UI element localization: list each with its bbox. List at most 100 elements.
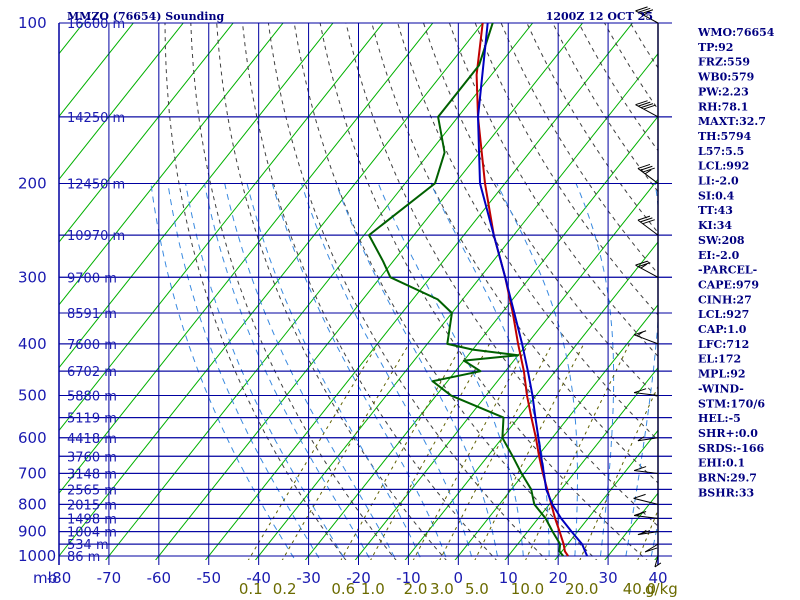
- index-entry: CAP:1.0: [698, 323, 747, 336]
- pressure-tick-label: 300: [18, 268, 47, 286]
- temperature-tick-label: -70: [97, 569, 122, 587]
- index-entry: LI:-2.0: [698, 175, 739, 188]
- wind-barb: [635, 104, 659, 118]
- wind-barb-flag: [642, 167, 655, 173]
- moist-adiabats: [150, 183, 658, 560]
- moist-adiabat-line: [649, 520, 658, 560]
- wind-barb-flag: [637, 530, 651, 536]
- wind-barb: [633, 497, 659, 505]
- isotherm-line: [155, 23, 584, 560]
- wind-barb-flag: [633, 388, 647, 394]
- isotherm-line: [59, 23, 184, 181]
- isotherm-line: [554, 429, 658, 560]
- wind-barb-flag: [640, 165, 653, 171]
- height-tick-label: 6702 m: [67, 365, 117, 380]
- moist-adiabat-line: [430, 183, 550, 560]
- index-entry: STM:170/6: [698, 397, 765, 410]
- dry-adiabat-line: [242, 23, 497, 560]
- height-tick-label: 5119 m: [67, 412, 117, 427]
- mixing-ratio-label: 1.0: [361, 580, 385, 598]
- temperature-tick-label: -50: [197, 569, 222, 587]
- dry-adiabat-line: [216, 23, 447, 560]
- mixing-ratio-label: 0.2: [273, 580, 297, 598]
- index-entry: SRDS:-166: [698, 442, 765, 455]
- pressure-tick-label: 900: [18, 523, 47, 541]
- height-tick-label: 5880 m: [67, 390, 117, 405]
- isotherm-line: [404, 241, 658, 560]
- pressure-tick-label: 100: [18, 14, 47, 32]
- wind-barb-flag: [640, 9, 654, 15]
- index-entry: FRZ:559: [698, 56, 750, 69]
- wind-barb-flag: [635, 260, 648, 266]
- height-tick-label: 534 m: [67, 538, 109, 553]
- index-entry: WB0:579: [697, 71, 754, 84]
- height-tick-label: 8591 m: [67, 307, 117, 322]
- index-entry: EI:-2.0: [698, 249, 740, 262]
- dry-adiabat-line: [448, 23, 658, 357]
- mixing-ratio-label: 0.6: [331, 580, 355, 598]
- height-tick-label: 14250 m: [67, 111, 125, 126]
- height-tick-label: 2015 m: [67, 498, 117, 513]
- parcel-trace: [477, 23, 589, 557]
- moist-adiabat-line: [246, 183, 422, 560]
- isotherm-line: [354, 178, 658, 560]
- index-entry: -WIND-: [698, 382, 744, 395]
- dewpoint-trace: [368, 23, 564, 557]
- station-title: MMZO (76654) Sounding: [67, 10, 224, 23]
- index-entry: HEL:-5: [698, 412, 741, 425]
- wind-barb-flag: [636, 511, 644, 517]
- pressure-tick-label: 800: [18, 495, 47, 513]
- isotherm-line: [59, 23, 334, 369]
- wind-barb-flag: [643, 104, 656, 110]
- height-tick-label: 2565 m: [67, 483, 117, 498]
- dry-adiabat-line: [371, 23, 658, 484]
- isotherm-line: [304, 115, 658, 560]
- mixing-ratio-label: 10.0: [511, 580, 544, 598]
- index-entry: TP:92: [698, 41, 733, 54]
- height-tick-label: 1498 m: [67, 512, 117, 527]
- wind-barb-flag: [636, 331, 644, 337]
- isotherms: [59, 23, 658, 560]
- wind-profile: [633, 6, 662, 568]
- wind-barb-flag: [635, 6, 648, 12]
- temperature-tick-label: 30: [599, 569, 618, 587]
- wind-barb: [633, 334, 659, 345]
- wind-barb: [634, 392, 659, 397]
- mixing-ratio-label: 0.1: [239, 580, 263, 598]
- mixing-ratio-label: 3.0: [430, 580, 454, 598]
- wind-barb-flag: [633, 466, 647, 472]
- wind-barb-flag: [633, 493, 646, 499]
- index-entry: LCL:927: [698, 308, 749, 321]
- moist-adiabat-line: [624, 183, 658, 560]
- temperature-tick-label: 10: [499, 569, 518, 587]
- sounding-time: 1200Z 12 OCT 25: [546, 10, 653, 23]
- pressure-tick-label: 200: [18, 174, 47, 192]
- pressure-tick-label: 500: [18, 387, 47, 405]
- isotherm-line: [454, 304, 658, 560]
- wind-barb: [637, 168, 659, 184]
- wind-barb: [637, 437, 659, 442]
- index-entry: RH:78.1: [698, 100, 748, 113]
- isotherm-line: [59, 23, 484, 557]
- moist-adiabat-line: [575, 183, 615, 560]
- pressure-unit-label: mb: [33, 569, 57, 587]
- mixing-ratio-line: [340, 343, 464, 560]
- index-entry: KI:34: [698, 219, 732, 232]
- axis-ticks: 0.1 0.2 0.6 1.0 2.0 3.0 5.0 10.0 20.0 40.0 -80 -70 -…: [18, 14, 668, 598]
- temperature-tick-label: -30: [296, 569, 321, 587]
- isotherm-line: [254, 52, 658, 560]
- wind-barb-flag: [637, 215, 651, 221]
- wind-barb-flag: [643, 10, 650, 16]
- mixing-ratio-line: [439, 343, 553, 560]
- mixing-ratio-line: [412, 343, 529, 560]
- moist-adiabat-line: [203, 183, 372, 560]
- mixing-ratio-label: 5.0: [465, 580, 489, 598]
- wind-barb: [637, 219, 659, 236]
- index-entry: LFC:712: [698, 338, 749, 351]
- isotherm-line: [59, 23, 284, 306]
- index-entry: -PARCEL-: [698, 264, 757, 277]
- pressure-tick-label: 1000: [18, 547, 56, 565]
- wind-barb-flag: [640, 217, 653, 223]
